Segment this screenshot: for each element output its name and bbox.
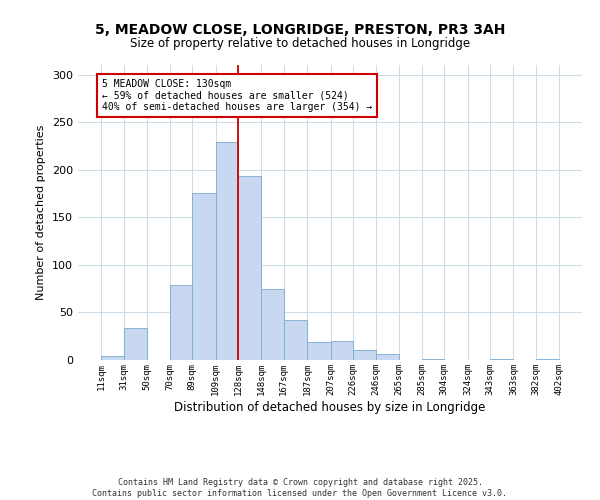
Bar [193,194,216,360]
Bar [422,359,444,360]
Text: Contains HM Land Registry data © Crown copyright and database right 2025.
Contai: Contains HM Land Registry data © Crown c… [92,478,508,498]
Bar [170,285,193,360]
X-axis label: Distribution of detached houses by size in Longridge: Distribution of detached houses by size … [175,400,485,413]
Bar [307,342,331,360]
Bar [101,356,124,360]
Bar [376,354,398,360]
Bar [490,359,514,360]
Text: Size of property relative to detached houses in Longridge: Size of property relative to detached ho… [130,38,470,51]
Text: 5 MEADOW CLOSE: 130sqm
← 59% of detached houses are smaller (524)
40% of semi-de: 5 MEADOW CLOSE: 130sqm ← 59% of detached… [102,80,373,112]
Bar [238,176,262,360]
Bar [216,142,238,360]
Bar [353,350,376,360]
Bar [284,320,307,360]
Bar [536,359,559,360]
Y-axis label: Number of detached properties: Number of detached properties [37,125,46,300]
Bar [331,341,353,360]
Text: 5, MEADOW CLOSE, LONGRIDGE, PRESTON, PR3 3AH: 5, MEADOW CLOSE, LONGRIDGE, PRESTON, PR3… [95,22,505,36]
Bar [124,328,146,360]
Bar [262,288,284,360]
